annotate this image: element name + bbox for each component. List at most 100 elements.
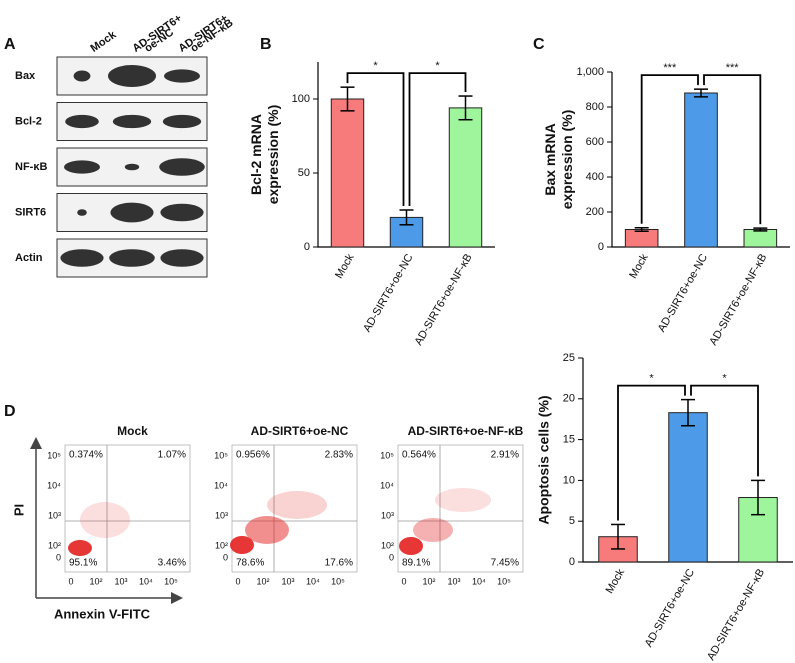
blot-band — [112, 114, 152, 129]
blot-band — [160, 203, 204, 222]
significance-bracket — [346, 72, 405, 206]
y-tick-label: 50 — [298, 167, 310, 179]
event-cloud — [435, 488, 491, 512]
x-axis-label: Annexin V-FITC — [54, 606, 151, 621]
quadrant-percent: 0.374% — [69, 450, 103, 461]
significance-label: * — [649, 373, 654, 385]
significance-label: * — [373, 60, 378, 72]
blot-row-label: SIRT6 — [15, 206, 46, 218]
quadrant-percent: 0.956% — [236, 450, 270, 461]
x-tick-label: 10⁴ — [472, 576, 486, 586]
y-tick-label: 0 — [598, 241, 604, 253]
x-tick-label: AD-SIRT6+oe-NF-κB — [705, 567, 767, 663]
quadrant-percent: 2.83% — [325, 450, 353, 461]
quadrant-percent: 7.45% — [491, 558, 519, 569]
plot-frame — [64, 444, 191, 573]
blot-band — [159, 158, 205, 176]
blot-band — [77, 209, 87, 216]
significance-label: * — [435, 60, 440, 72]
y-tick-label: 10³ — [215, 510, 228, 520]
y-tick-label: 600 — [586, 136, 604, 148]
bar — [448, 107, 483, 248]
significance-label: *** — [726, 62, 740, 74]
x-tick-label: 10³ — [281, 576, 294, 586]
y-tick-label: 400 — [586, 171, 604, 183]
y-tick-label: 10³ — [381, 510, 394, 520]
significance-bracket — [408, 72, 467, 206]
x-tick-label: AD-SIRT6+oe-NC — [656, 252, 710, 334]
blot-band — [160, 249, 204, 267]
x-tick-label: 10⁴ — [139, 576, 153, 586]
x-tick-label: 10⁴ — [306, 576, 320, 586]
event-cloud — [230, 536, 254, 554]
y-tick-label: 0 — [569, 556, 575, 568]
event-cloud — [267, 491, 327, 519]
x-tick-label: Mock — [604, 567, 628, 596]
event-cloud — [68, 540, 92, 556]
blot-row-label: Actin — [15, 252, 43, 264]
plot-frame — [397, 444, 524, 573]
y-tick-label: 10² — [215, 540, 228, 550]
quadrant-percent: 17.6% — [325, 558, 353, 569]
event-cloud — [245, 516, 289, 544]
y-axis-label: Apoptosis cells (%) — [536, 395, 552, 524]
x-tick-label: 10² — [422, 576, 435, 586]
panel-label: D — [4, 403, 16, 420]
y-tick-label: 1,000 — [576, 66, 604, 78]
quadrant-percent: 2.91% — [491, 450, 519, 461]
x-tick-label: AD-SIRT6+oe-NC — [361, 252, 415, 334]
y-tick-label: 15 — [563, 434, 575, 446]
y-axis-label: Bcl-2 mRNA — [248, 114, 264, 195]
x-tick-label: 10³ — [114, 576, 127, 586]
y-axis-label: expression (%) — [559, 110, 575, 210]
y-tick-label: 10² — [48, 540, 61, 550]
x-tick-label: 10⁵ — [497, 576, 511, 586]
panel-label: C — [533, 36, 545, 53]
x-tick-label: AD-SIRT6+oe-NF-κB — [707, 252, 769, 348]
y-axis-label: expression (%) — [265, 105, 281, 205]
significance-bracket — [703, 74, 762, 225]
blot-row-label: Bcl-2 — [15, 115, 42, 127]
plot-frame — [231, 444, 358, 573]
bar — [743, 229, 778, 248]
x-tick-label: Mock — [627, 252, 651, 281]
quadrant-percent: 0.564% — [402, 450, 436, 461]
bar — [684, 92, 718, 248]
significance-label: *** — [663, 62, 677, 74]
y-tick-label: 100 — [292, 93, 310, 105]
plot-title: AD-SIRT6+oe-NF-κB — [408, 424, 524, 438]
blot-band — [124, 163, 140, 171]
x-tick-label: 10³ — [447, 576, 460, 586]
y-tick-label: 0 — [56, 552, 61, 562]
y-tick-label: 20 — [563, 393, 575, 405]
y-tick-label: 0 — [304, 241, 310, 253]
blot-band — [108, 65, 156, 87]
y-tick-label: 0 — [223, 552, 228, 562]
x-tick-label: 10⁵ — [164, 576, 178, 586]
y-tick-label: 5 — [569, 515, 575, 527]
blot-band — [162, 114, 202, 129]
quadrant-percent: 89.1% — [402, 558, 430, 569]
y-tick-label: 10² — [381, 540, 394, 550]
plot-title: AD-SIRT6+oe-NC — [251, 424, 349, 438]
y-tick-label: 10⁴ — [47, 480, 61, 490]
event-cloud — [80, 502, 130, 538]
quadrant-percent: 78.6% — [236, 558, 264, 569]
panel-label: B — [260, 36, 272, 53]
blot-band — [73, 70, 91, 82]
blot-band — [60, 249, 104, 267]
blot-band — [65, 114, 99, 129]
blot-column-label: Mock — [89, 28, 120, 54]
x-tick-label: AD-SIRT6+oe-NC — [643, 567, 697, 649]
blot-band — [164, 69, 200, 83]
quadrant-percent: 95.1% — [69, 558, 97, 569]
y-tick-label: 10⁴ — [380, 480, 394, 490]
y-tick-label: 10⁵ — [47, 450, 61, 460]
event-cloud — [399, 537, 423, 555]
bar — [668, 412, 708, 563]
x-tick-label: Mock — [333, 252, 357, 281]
y-axis-label: PI — [11, 504, 26, 516]
y-tick-label: 10³ — [48, 510, 61, 520]
x-tick-label: 0 — [68, 576, 73, 586]
